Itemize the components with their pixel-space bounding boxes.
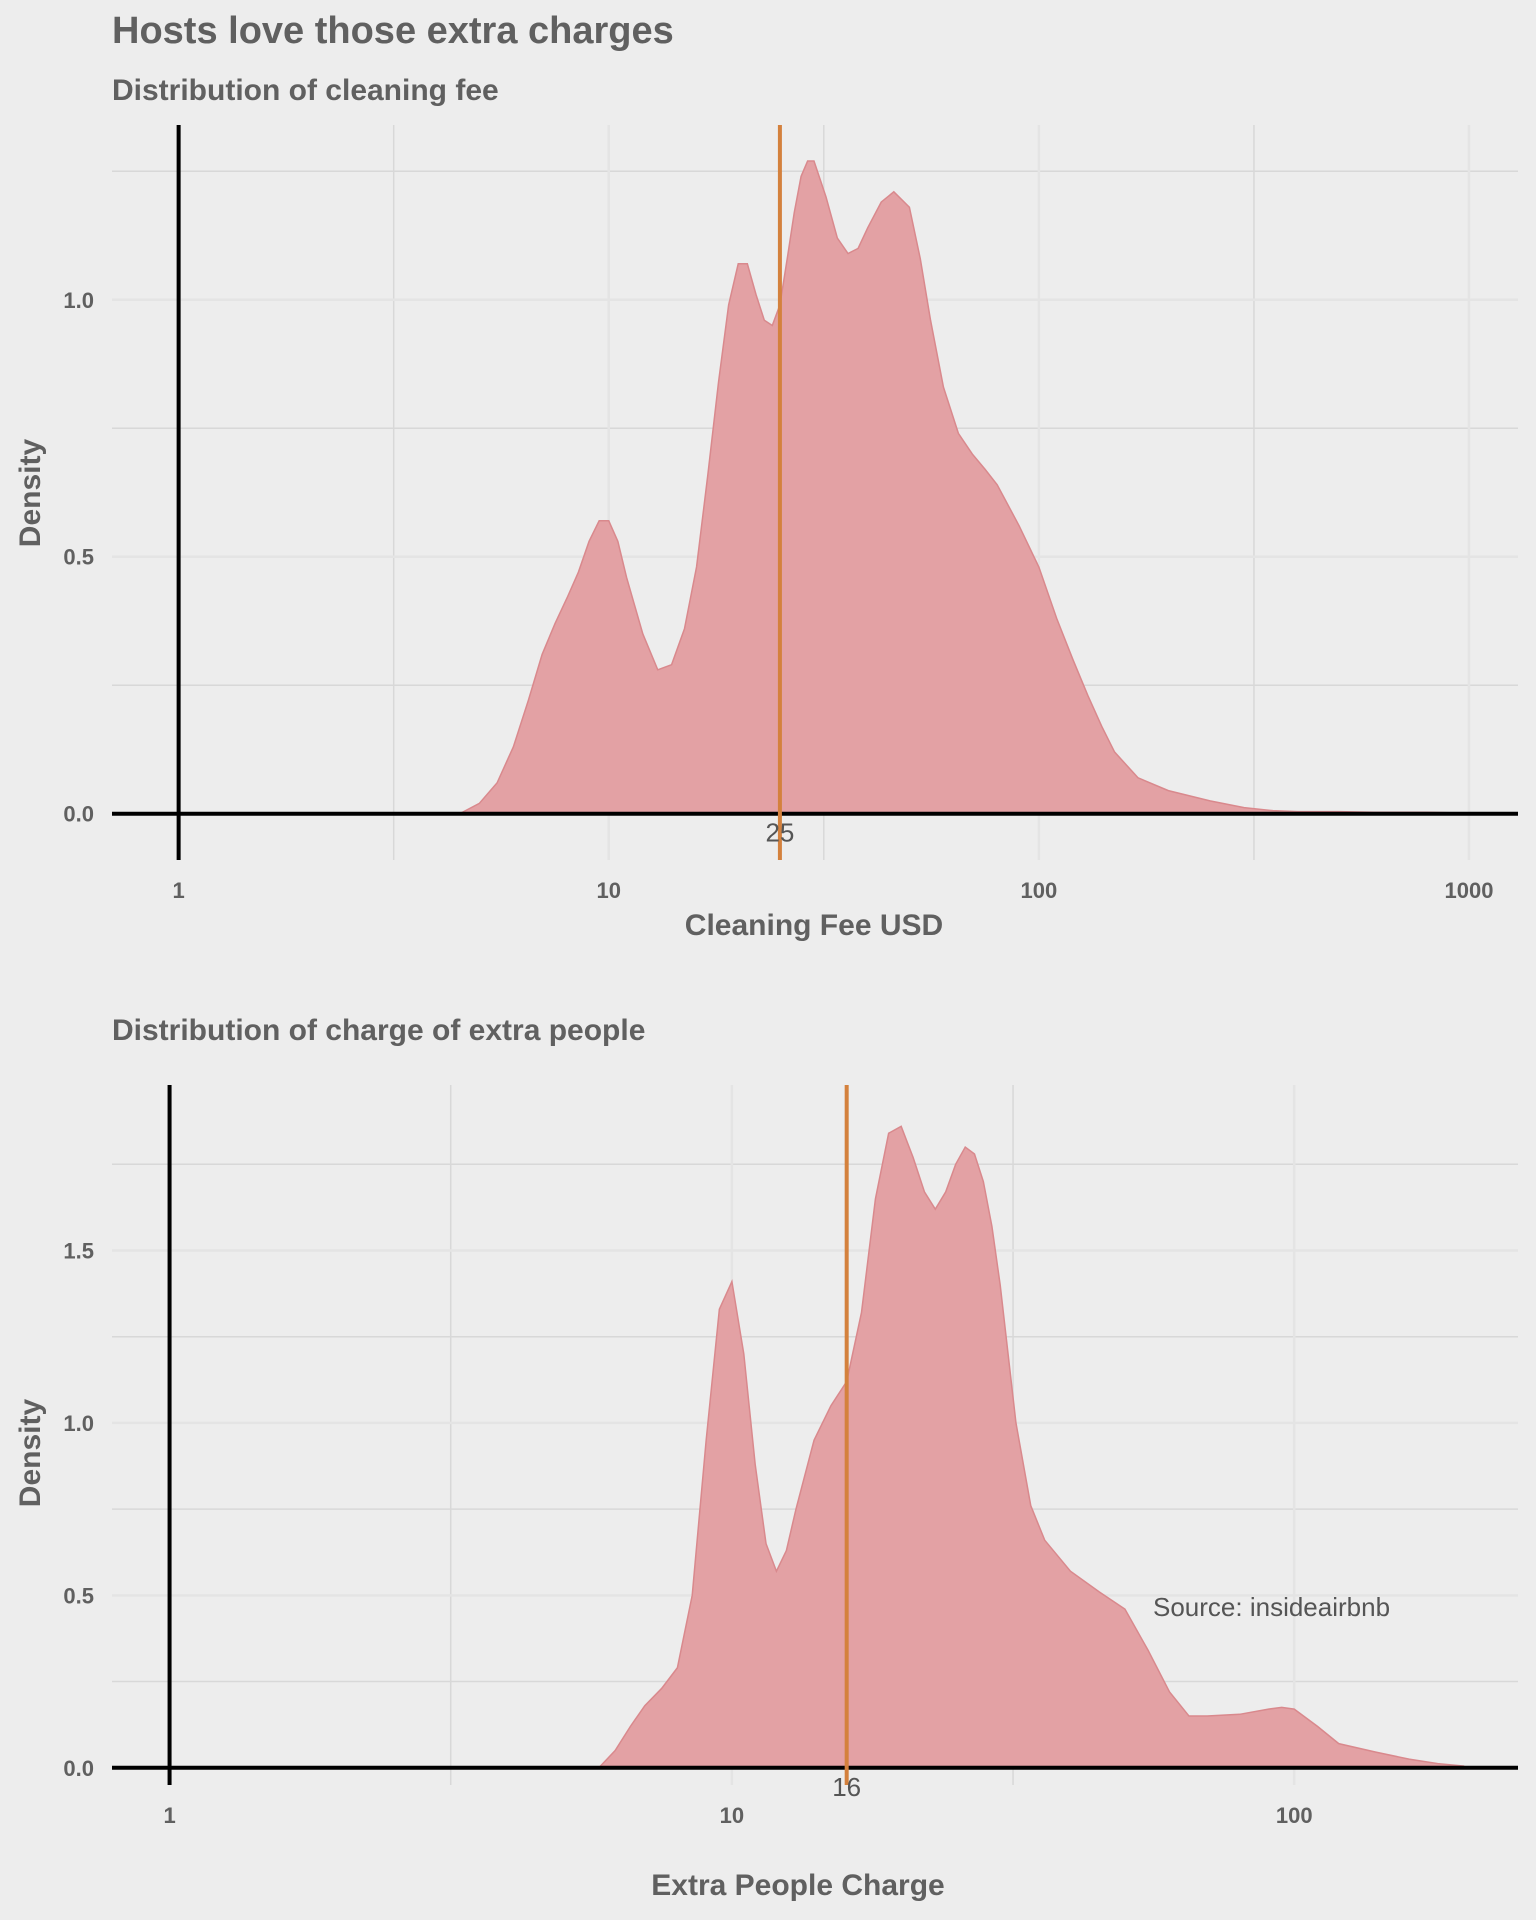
extra-people-chart: Distribution of charge of extra people 1… <box>14 1014 1518 1902</box>
y-tick-label: 1.5 <box>63 1239 94 1264</box>
y-tick-label: 0.0 <box>63 1756 94 1781</box>
y-axis-title: Density <box>14 1399 47 1508</box>
y-tick-label: 0.0 <box>63 802 94 827</box>
y-tick-label: 0.5 <box>63 545 94 570</box>
page-title: Hosts love those extra charges <box>112 10 674 52</box>
x-tick-label: 1000 <box>1445 878 1494 903</box>
chart-subtitle: Distribution of charge of extra people <box>112 1014 645 1047</box>
source-annotation: Source: insideairbnb <box>1153 1592 1390 1622</box>
density-area <box>597 1125 1465 1769</box>
density-area <box>459 160 1451 815</box>
x-axis-title: Cleaning Fee USD <box>685 909 943 942</box>
y-axis-title: Density <box>14 439 47 548</box>
y-tick-label: 1.0 <box>63 288 94 313</box>
chart-subtitle: Distribution of cleaning fee <box>112 74 499 107</box>
cleaning-fee-chart: Distribution of cleaning fee 25 1 10 100 10… <box>14 74 1518 942</box>
x-tick-label: 100 <box>1021 878 1058 903</box>
median-label: 16 <box>832 1772 861 1802</box>
x-tick-label: 1 <box>163 1803 175 1828</box>
y-tick-label: 1.0 <box>63 1411 94 1436</box>
median-label: 25 <box>765 818 794 848</box>
x-tick-label: 100 <box>1276 1803 1313 1828</box>
x-tick-label: 10 <box>720 1803 744 1828</box>
y-tick-label: 0.5 <box>63 1583 94 1608</box>
x-tick-label: 10 <box>597 878 621 903</box>
x-axis-title: Extra People Charge <box>651 1869 944 1902</box>
x-tick-label: 1 <box>173 878 185 903</box>
